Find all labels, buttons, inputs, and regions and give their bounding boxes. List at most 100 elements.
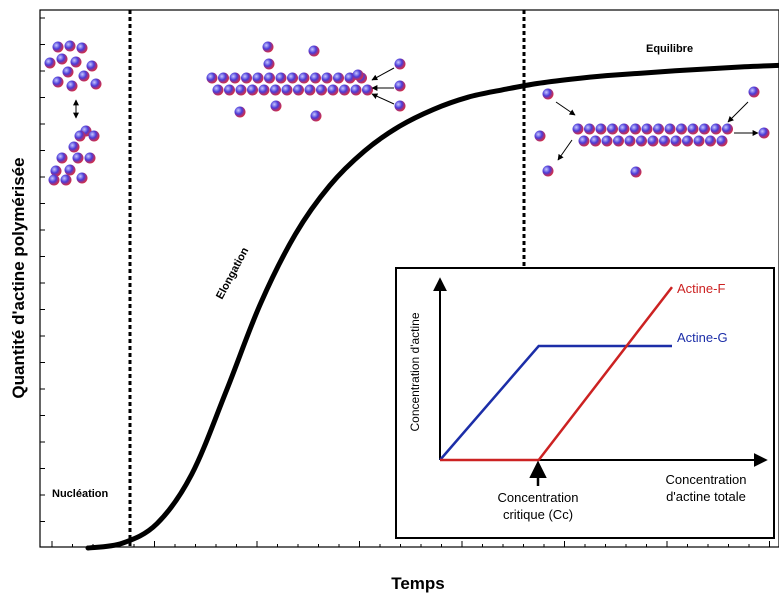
actin-monomer [394, 80, 406, 92]
actin-monomer [52, 76, 64, 88]
actin-monomer [601, 135, 613, 147]
actin-monomer [60, 174, 72, 186]
actin-monomer [66, 80, 78, 92]
actin-monomer [56, 152, 68, 164]
actin-monomer [88, 130, 100, 142]
actin-monomer [748, 86, 760, 98]
actin-monomer [281, 84, 293, 96]
actin-monomer [56, 53, 68, 65]
critical-concentration-label: Concentration critique (Cc) [498, 490, 579, 522]
actin-monomer [618, 123, 630, 135]
actin-monomer [630, 166, 642, 178]
actin-monomer [308, 45, 320, 57]
actin-monomer [74, 130, 86, 142]
inset-x-axis-label: Concentration d'actine totale [666, 472, 747, 504]
actin-monomer [50, 165, 62, 177]
actin-monomer [235, 84, 247, 96]
actin-monomer [78, 70, 90, 82]
actin-monomer [44, 57, 56, 69]
actin-monomer [76, 42, 88, 54]
actin-monomer [693, 135, 705, 147]
actin-monomer [72, 152, 84, 164]
actin-monomer [659, 135, 670, 147]
actin-monomer [682, 135, 693, 147]
x-axis-label: Temps [391, 574, 445, 593]
actin-monomer [394, 58, 406, 70]
actin-monomer [327, 84, 339, 96]
actin-monomer [304, 84, 316, 96]
polymerization-curve [85, 62, 779, 551]
actin-monomer [262, 41, 274, 53]
actin-monomer [595, 123, 607, 135]
actin-monomer [287, 72, 298, 84]
actin-monomer [76, 172, 88, 184]
actin-monomer [705, 135, 716, 147]
actin-monomer [270, 100, 282, 112]
actin-monomer [64, 40, 76, 52]
actin-monomer [542, 88, 554, 100]
actin-monomer [664, 123, 676, 135]
actin-monomer [676, 123, 687, 135]
equilibrium-label: Equilibre [646, 43, 693, 55]
elongation-arrows [371, 67, 395, 105]
actin-monomer [339, 84, 350, 96]
actin-monomer [584, 123, 595, 135]
actin-monomer [224, 84, 235, 96]
actin-monomer [293, 84, 304, 96]
actin-monomer [264, 72, 275, 84]
actin-monomer [699, 123, 710, 135]
actin-monomer [48, 174, 60, 186]
actin-monomer [607, 123, 618, 135]
actin-monomer [247, 84, 258, 96]
actin-monomer [670, 135, 682, 147]
actin-monomer [68, 141, 80, 153]
actin-monomer [321, 72, 333, 84]
actin-monomer [241, 72, 252, 84]
actin-monomer [641, 123, 653, 135]
actin-monomer [90, 78, 102, 90]
actin-monomer [298, 72, 310, 84]
critical-concentration-inset: Actine-F Actine-G Concentration d'actine… [395, 267, 775, 539]
actin-monomer [70, 56, 82, 68]
actin-monomer [62, 66, 74, 78]
actin-monomer [263, 58, 275, 70]
actin-monomer [572, 123, 584, 135]
actin-monomer [270, 84, 281, 96]
actin-monomer [758, 127, 770, 139]
actin-monomer [613, 135, 624, 147]
x-axis-ticks [51, 541, 770, 547]
actin-monomer [206, 72, 218, 84]
actin-monomer [624, 135, 636, 147]
actin-monomer [362, 84, 373, 96]
actin-monomer [218, 72, 229, 84]
actin-monomer [252, 72, 264, 84]
actin-monomer [534, 130, 546, 142]
actin-monomer [590, 135, 601, 147]
inset-frame [395, 267, 775, 539]
actin-monomers-illustration [44, 40, 770, 186]
actin-monomer [647, 135, 659, 147]
actin-monomer [84, 152, 96, 164]
actin-monomer [636, 135, 647, 147]
main-plot-frame [39, 9, 779, 548]
actin-monomer [229, 72, 241, 84]
actin-monomer [716, 135, 728, 147]
actin-monomer [234, 106, 246, 118]
actin-monomer [212, 84, 224, 96]
actin-monomer [394, 100, 406, 112]
actin-monomer [687, 123, 699, 135]
actin-monomer [710, 123, 722, 135]
actin-g-legend: Actine-G [677, 330, 728, 345]
y-axis-ticks [40, 17, 45, 522]
actin-monomer [333, 72, 344, 84]
actin-monomer [653, 123, 664, 135]
actin-monomer [630, 123, 641, 135]
actin-monomer [258, 84, 270, 96]
actin-monomer [310, 72, 321, 84]
actin-monomer [722, 123, 733, 135]
inset-y-axis-label: Concentration d'actine [408, 312, 422, 431]
actin-monomer [52, 41, 64, 53]
actin-monomer [310, 110, 322, 122]
actin-monomer [350, 84, 362, 96]
